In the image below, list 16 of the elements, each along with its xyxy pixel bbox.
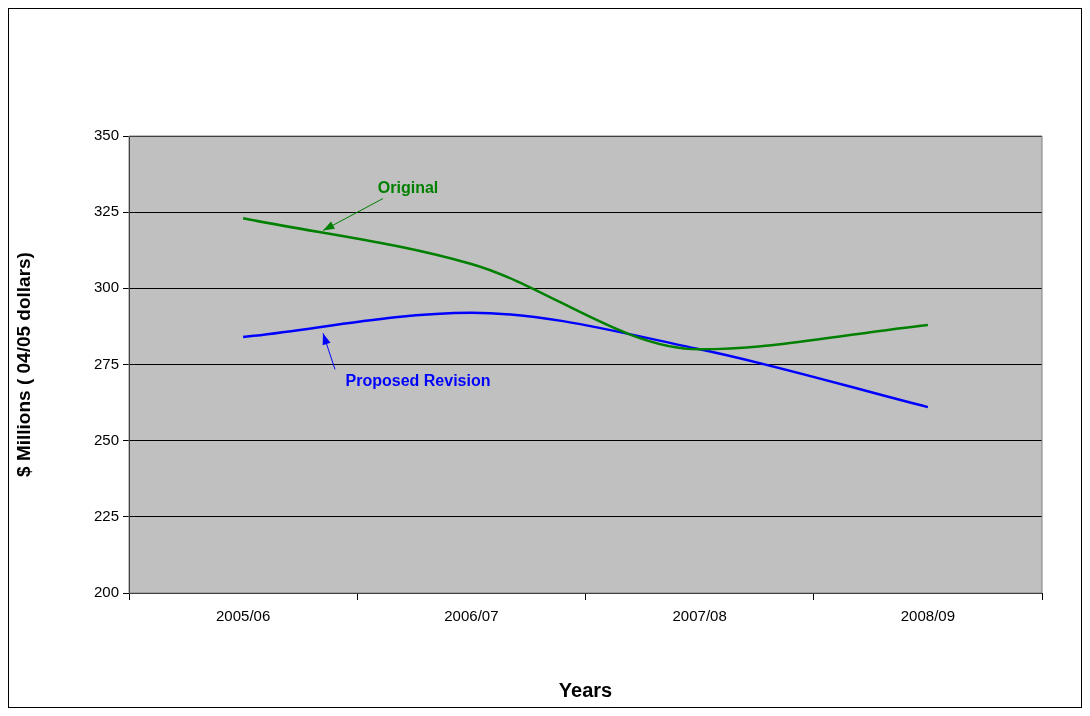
y-tick-label: 225	[93, 506, 119, 524]
x-tick-label: 2006/07	[444, 607, 499, 625]
y-tick-label: 275	[93, 354, 119, 372]
line-series	[241, 311, 930, 409]
y-tick-label: 200	[93, 583, 119, 601]
y-axis-title: $ Millions ( 04/05 dollars)	[12, 252, 34, 477]
text: Proposed Revision	[345, 371, 491, 389]
y-tick-label: 350	[93, 126, 119, 144]
x-tick-label: 2007/08	[672, 607, 727, 625]
x-tick-label: 2005/06	[216, 607, 271, 625]
y-tick-label: 300	[93, 278, 119, 296]
y-tick-label: 325	[93, 202, 119, 220]
y-tick-label: 250	[93, 430, 119, 448]
x-axis-title: Years	[558, 678, 613, 701]
text: Original	[377, 178, 439, 196]
x-tick-label: 2008/09	[900, 607, 955, 625]
